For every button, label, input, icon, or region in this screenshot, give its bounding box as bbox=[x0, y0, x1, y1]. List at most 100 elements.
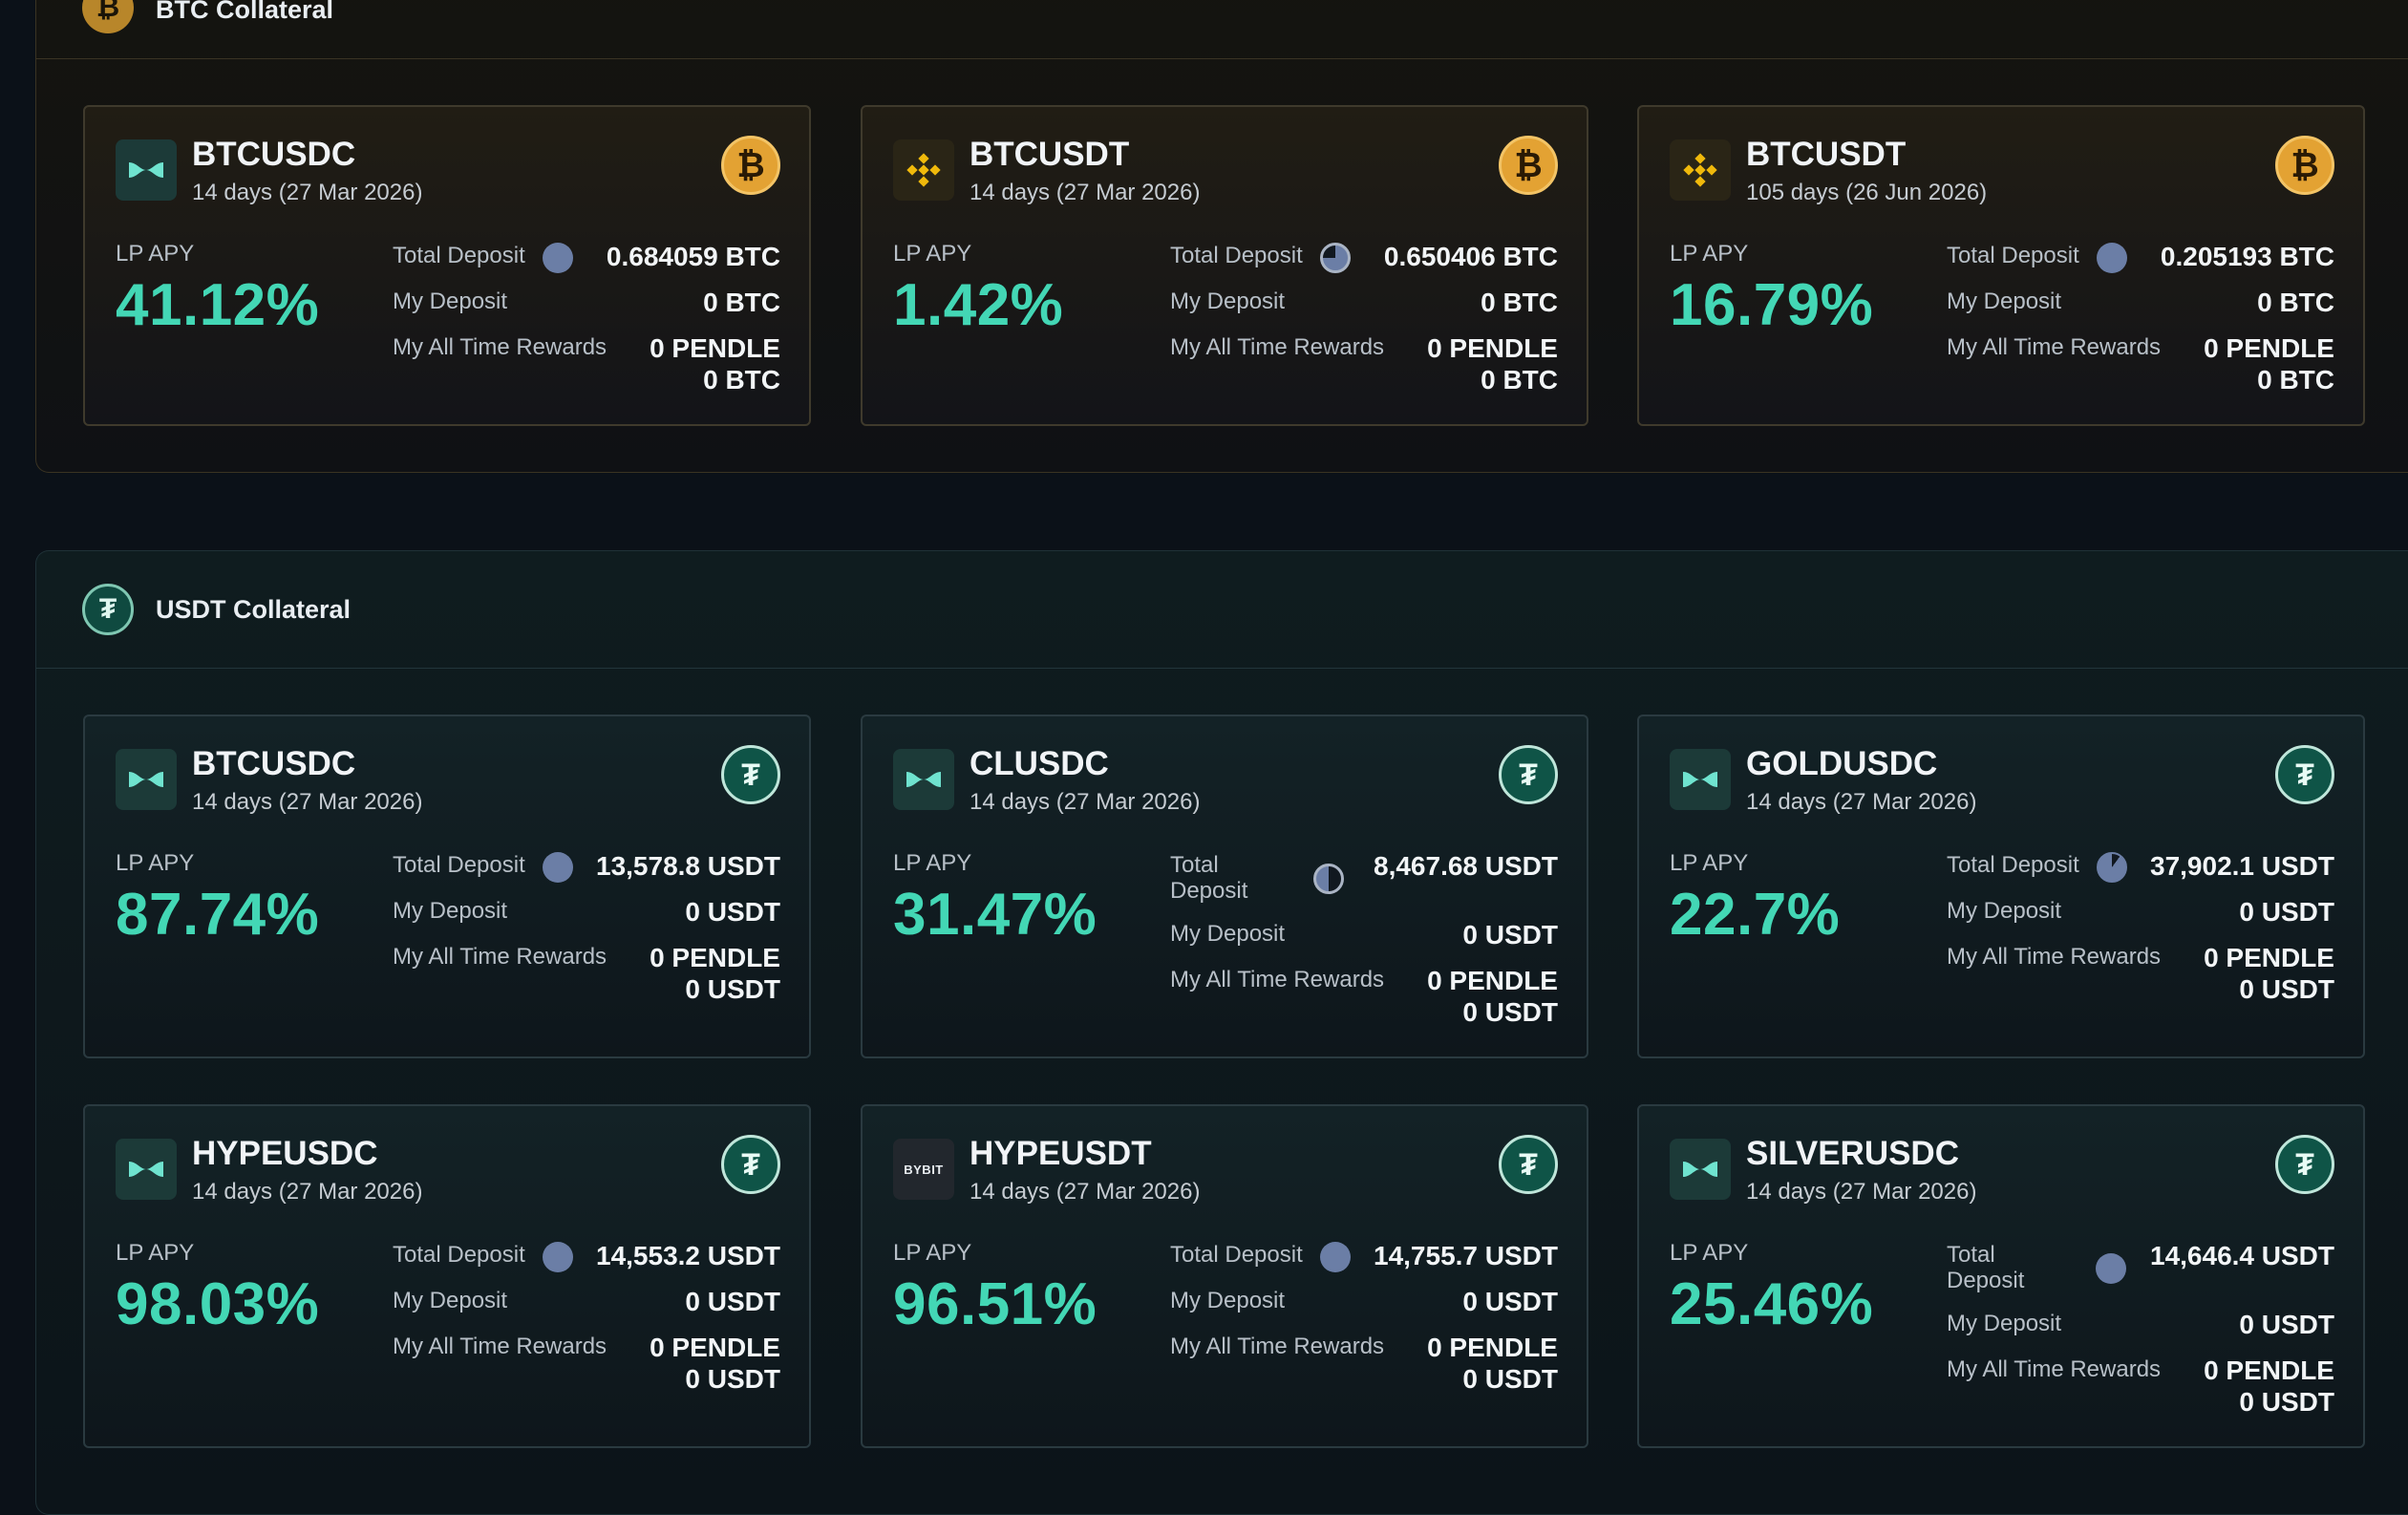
section-title: USDT Collateral bbox=[156, 595, 352, 624]
rewards-value: 0 PENDLE 0 USDT bbox=[2204, 942, 2334, 1005]
pendle-icon bbox=[116, 749, 177, 810]
rewards-asset: 0 USDT bbox=[685, 1364, 780, 1394]
total-deposit-value: 37,902.1 USDT bbox=[2150, 851, 2334, 881]
deposit-share-pie-icon bbox=[543, 1242, 573, 1272]
total-deposit-label: Total Deposit bbox=[393, 852, 525, 878]
rewards-pendle: 0 PENDLE bbox=[650, 943, 780, 972]
deposit-share-pie-icon bbox=[543, 243, 573, 273]
total-deposit-value: 0.684059 BTC bbox=[606, 242, 780, 271]
apy-value: 25.46% bbox=[1670, 1271, 1874, 1337]
section-title: BTC Collateral bbox=[156, 0, 334, 24]
apy-label: LP APY bbox=[893, 1240, 972, 1266]
tether-icon: ₮ bbox=[82, 584, 134, 635]
my-deposit-value: 0 BTC bbox=[703, 288, 780, 317]
deposit-share-pie-icon bbox=[2096, 1253, 2126, 1284]
deposit-share-pie-icon bbox=[2097, 852, 2127, 883]
maturity-term: 14 days (27 Mar 2026) bbox=[970, 789, 1201, 815]
market-card[interactable]: BTCUSDT 105 days (26 Jun 2026) ₿ LP APY … bbox=[1637, 105, 2365, 426]
my-deposit-value: 0 BTC bbox=[1481, 288, 1558, 317]
pair-name: HYPEUSDC bbox=[192, 1135, 378, 1172]
rewards-pendle: 0 PENDLE bbox=[1427, 1333, 1558, 1362]
my-deposit-value: 0 USDT bbox=[2239, 897, 2334, 927]
rewards-label: My All Time Rewards bbox=[1170, 334, 1385, 360]
pendle-icon bbox=[116, 139, 177, 201]
total-deposit-label: Total Deposit bbox=[1170, 852, 1248, 904]
rewards-pendle: 0 PENDLE bbox=[1427, 333, 1558, 363]
maturity-term: 105 days (26 Jun 2026) bbox=[1746, 180, 1988, 205]
binance-icon bbox=[893, 139, 954, 201]
rewards-value: 0 PENDLE 0 BTC bbox=[1427, 332, 1558, 395]
total-deposit-label: Total Deposit bbox=[1947, 243, 2079, 268]
pendle-icon bbox=[893, 749, 954, 810]
my-deposit-value: 0 USDT bbox=[1462, 1287, 1558, 1316]
rewards-value: 0 PENDLE 0 USDT bbox=[650, 942, 780, 1005]
rewards-label: My All Time Rewards bbox=[1947, 944, 2162, 970]
rewards-asset: 0 USDT bbox=[2239, 1387, 2334, 1417]
rewards-label: My All Time Rewards bbox=[393, 334, 607, 360]
rewards-asset: 0 USDT bbox=[685, 974, 780, 1004]
pendle-icon bbox=[116, 1139, 177, 1200]
apy-label: LP APY bbox=[893, 850, 972, 876]
total-deposit-value: 14,755.7 USDT bbox=[1374, 1241, 1558, 1270]
deposit-share-pie-icon bbox=[543, 852, 573, 883]
rewards-asset: 0 USDT bbox=[1462, 1364, 1558, 1394]
my-deposit-label: My Deposit bbox=[1947, 898, 2062, 924]
rewards-value: 0 PENDLE 0 BTC bbox=[2204, 332, 2334, 395]
apy-label: LP APY bbox=[1670, 241, 1749, 267]
pair-name: BTCUSDT bbox=[1746, 136, 1907, 173]
apy-value: 98.03% bbox=[116, 1271, 320, 1337]
rewards-label: My All Time Rewards bbox=[1170, 1334, 1385, 1359]
rewards-label: My All Time Rewards bbox=[1170, 967, 1385, 992]
rewards-pendle: 0 PENDLE bbox=[2204, 333, 2334, 363]
rewards-label: My All Time Rewards bbox=[1947, 334, 2162, 360]
section-header: ₿ BTC Collateral bbox=[36, 0, 2408, 59]
tether-icon: ₮ bbox=[721, 1135, 780, 1194]
apy-label: LP APY bbox=[1670, 850, 1749, 876]
market-card[interactable]: HYPEUSDC 14 days (27 Mar 2026) ₮ LP APY … bbox=[83, 1104, 811, 1448]
apy-label: LP APY bbox=[116, 1240, 195, 1266]
pair-name: BTCUSDC bbox=[192, 745, 356, 782]
total-deposit-label: Total Deposit bbox=[1947, 852, 2079, 878]
maturity-term: 14 days (27 Mar 2026) bbox=[192, 789, 423, 815]
apy-label: LP APY bbox=[893, 241, 972, 267]
apy-value: 96.51% bbox=[893, 1271, 1097, 1337]
bitcoin-icon: ₿ bbox=[2275, 136, 2334, 195]
tether-icon: ₮ bbox=[2275, 745, 2334, 804]
rewards-asset: 0 USDT bbox=[1462, 997, 1558, 1027]
apy-label: LP APY bbox=[116, 241, 195, 267]
my-deposit-label: My Deposit bbox=[393, 1288, 508, 1313]
my-deposit-label: My Deposit bbox=[1170, 1288, 1286, 1313]
maturity-term: 14 days (27 Mar 2026) bbox=[192, 1179, 423, 1205]
binance-icon bbox=[1670, 139, 1731, 201]
total-deposit-label: Total Deposit bbox=[1170, 243, 1303, 268]
pair-name: BTCUSDC bbox=[192, 136, 356, 173]
apy-value: 87.74% bbox=[116, 882, 320, 948]
rewards-asset: 0 BTC bbox=[2257, 365, 2334, 395]
maturity-term: 14 days (27 Mar 2026) bbox=[970, 1179, 1201, 1205]
deposit-share-pie-icon bbox=[1320, 243, 1351, 273]
deposit-share-pie-icon bbox=[1313, 864, 1344, 894]
my-deposit-value: 0 USDT bbox=[685, 1287, 780, 1316]
apy-value: 41.12% bbox=[116, 272, 320, 338]
market-card[interactable]: SILVERUSDC 14 days (27 Mar 2026) ₮ LP AP… bbox=[1637, 1104, 2365, 1448]
my-deposit-value: 0 USDT bbox=[1462, 920, 1558, 950]
rewards-value: 0 PENDLE 0 USDT bbox=[2204, 1355, 2334, 1418]
maturity-term: 14 days (27 Mar 2026) bbox=[970, 180, 1201, 205]
rewards-pendle: 0 PENDLE bbox=[2204, 1355, 2334, 1385]
rewards-asset: 0 USDT bbox=[2239, 974, 2334, 1004]
pair-name: GOLDUSDC bbox=[1746, 745, 1938, 782]
pair-name: BTCUSDT bbox=[970, 136, 1130, 173]
market-card[interactable]: CLUSDC 14 days (27 Mar 2026) ₮ LP APY 31… bbox=[861, 715, 1588, 1058]
market-card[interactable]: BTCUSDC 14 days (27 Mar 2026) ₮ LP APY 8… bbox=[83, 715, 811, 1058]
total-deposit-label: Total Deposit bbox=[1170, 1242, 1303, 1268]
market-card[interactable]: BYBIT HYPEUSDT 14 days (27 Mar 2026) ₮ L… bbox=[861, 1104, 1588, 1448]
market-card[interactable]: BTCUSDT 14 days (27 Mar 2026) ₿ LP APY 1… bbox=[861, 105, 1588, 426]
market-card[interactable]: BTCUSDC 14 days (27 Mar 2026) ₿ LP APY 4… bbox=[83, 105, 811, 426]
maturity-term: 14 days (27 Mar 2026) bbox=[1746, 789, 1977, 815]
my-deposit-label: My Deposit bbox=[1170, 288, 1286, 314]
bybit-icon: BYBIT bbox=[893, 1139, 954, 1200]
market-card[interactable]: GOLDUSDC 14 days (27 Mar 2026) ₮ LP APY … bbox=[1637, 715, 2365, 1058]
section-header: ₮ USDT Collateral bbox=[36, 551, 2408, 669]
pendle-icon bbox=[1670, 1139, 1731, 1200]
rewards-value: 0 PENDLE 0 USDT bbox=[1427, 965, 1558, 1028]
